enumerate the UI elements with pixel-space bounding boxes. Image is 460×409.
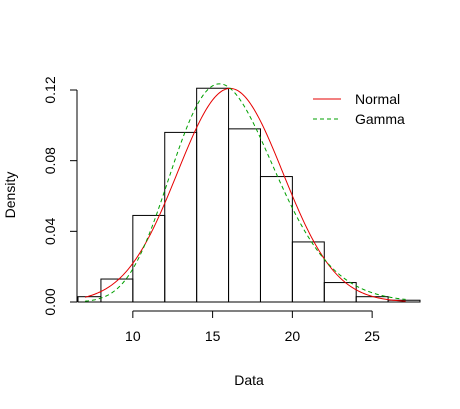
histogram-bar: [100, 278, 134, 303]
x-tick-label: 20: [285, 328, 301, 344]
density-line-gamma: [84, 83, 406, 302]
histogram-bar: [132, 214, 166, 303]
histogram-bar: [164, 131, 198, 303]
x-tick-label: 10: [125, 328, 141, 344]
legend-label-normal: Normal: [355, 91, 400, 107]
y-axis: 0.00 0.04 0.08 0.12: [42, 76, 78, 316]
y-tick-label: 0.08: [42, 147, 58, 174]
x-tick-label: 25: [364, 328, 380, 344]
x-tick-label: 15: [205, 328, 221, 344]
histogram-bar: [291, 241, 325, 303]
x-axis-title: Data: [234, 372, 264, 388]
legend: Normal Gamma: [313, 91, 405, 127]
y-axis-title: Density: [2, 172, 18, 219]
density-line-normal: [84, 87, 406, 302]
histogram-bar: [387, 299, 421, 303]
y-tick-label: 0.00: [42, 288, 58, 315]
legend-label-gamma: Gamma: [355, 111, 405, 127]
histogram-bar: [196, 87, 230, 303]
histogram-bar: [259, 176, 293, 303]
y-tick-label: 0.04: [42, 217, 58, 244]
y-tick-label: 0.12: [42, 76, 58, 103]
histogram-bar: [77, 296, 102, 303]
x-axis: 10 15 20 25: [125, 310, 380, 344]
histogram-bar: [323, 282, 357, 303]
histogram-bar: [228, 128, 261, 303]
density-curves: [84, 83, 406, 302]
